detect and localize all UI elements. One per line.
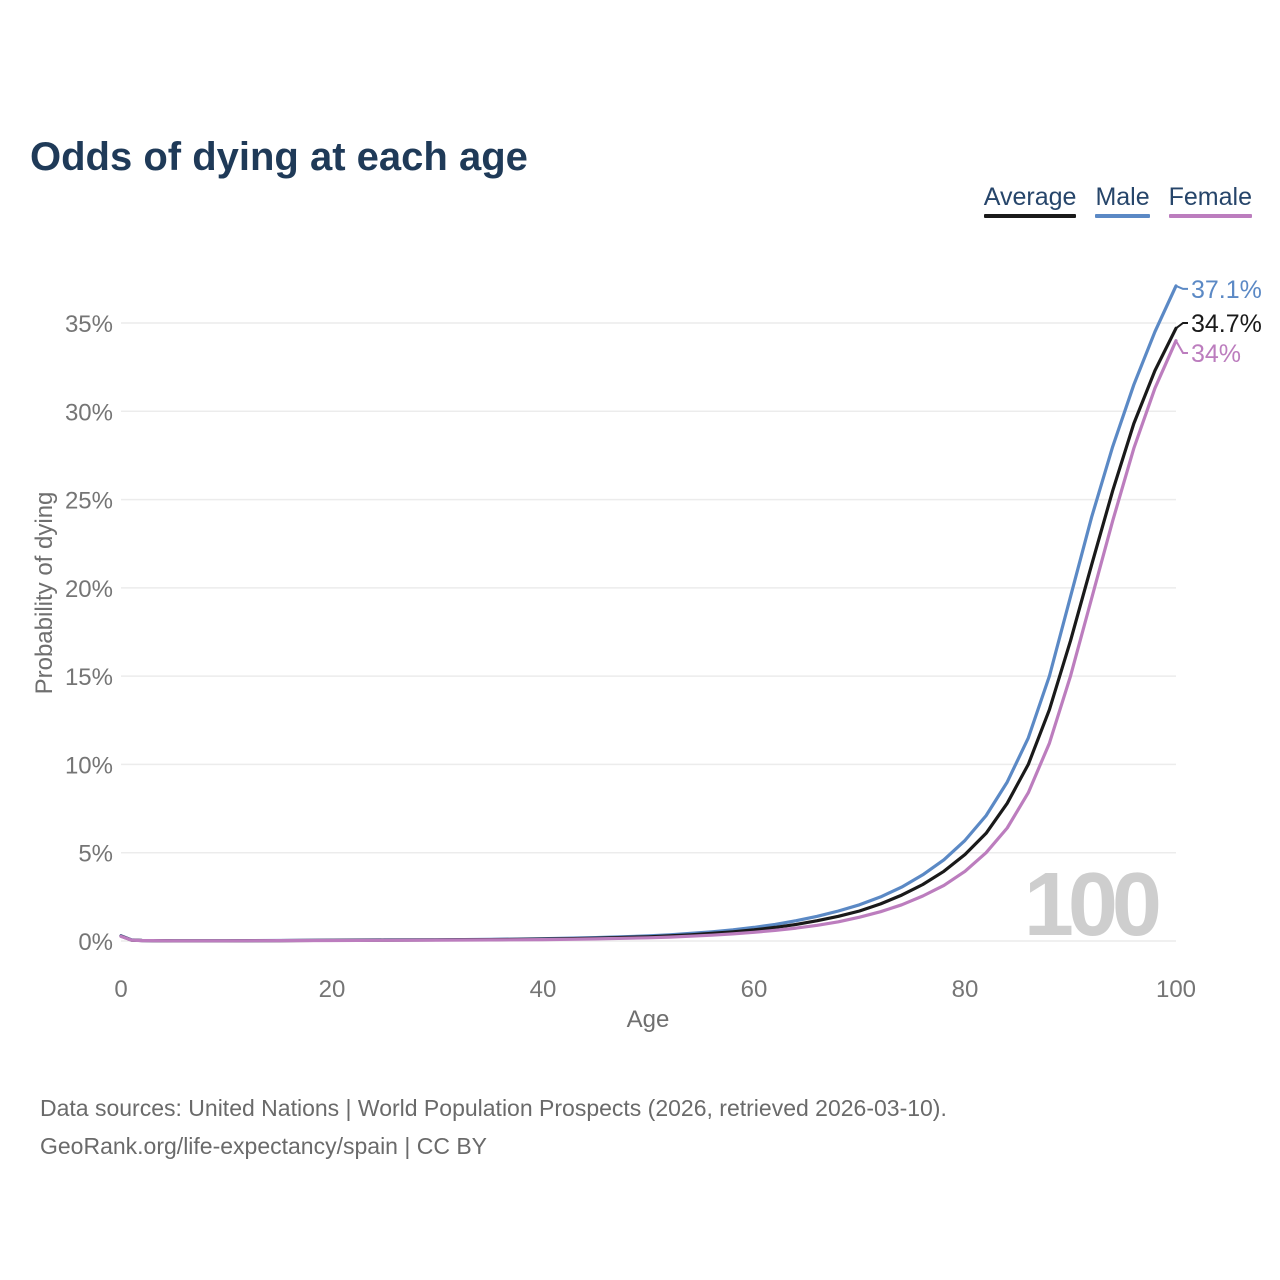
end-label-connector-male [1175, 284, 1188, 290]
x-tick-label: 0 [114, 976, 127, 1003]
y-tick-label: 30% [65, 399, 113, 426]
x-tick-label: 40 [530, 976, 557, 1003]
y-tick-label: 15% [65, 664, 113, 691]
y-tick-label: 35% [65, 311, 113, 338]
y-tick-label: 0% [78, 929, 113, 956]
series-line-male[interactable] [119, 284, 1178, 943]
legend-item-label: Male [1095, 183, 1150, 211]
end-label-connector-female [1175, 340, 1188, 354]
legend-swatch-male [1095, 214, 1150, 218]
age-watermark: 100 [1023, 855, 1162, 955]
x-tick-label: 20 [319, 976, 346, 1003]
series-end-label-male: 37.1% [1191, 276, 1262, 304]
footer: Data sources: United Nations | World Pop… [40, 1089, 947, 1165]
legend-swatch-female [1168, 214, 1252, 218]
footer-license-line: GeoRank.org/life-expectancy/spain | CC B… [40, 1133, 488, 1159]
y-tick-label: 5% [78, 841, 113, 868]
x-tick-label: 80 [952, 976, 979, 1003]
y-tick-label: 20% [65, 576, 113, 603]
legend-item-label: Female [1168, 183, 1252, 211]
x-axis-title: Age [626, 1006, 670, 1033]
legend-swatch-average [983, 214, 1077, 218]
footer-source-line: Data sources: United Nations | World Pop… [40, 1095, 947, 1121]
series-line-female[interactable] [119, 339, 1178, 943]
x-tick-label: 60 [741, 976, 768, 1003]
legend-item-male[interactable]: Male [1095, 183, 1150, 218]
end-label-connector-average [1175, 322, 1188, 330]
y-tick-label: 25% [65, 488, 113, 515]
series-end-label-female: 34% [1191, 340, 1241, 368]
series-line-average[interactable] [119, 326, 1178, 943]
legend-item-label: Average [983, 183, 1077, 211]
page-title: Odds of dying at each age [30, 134, 528, 179]
y-axis-title: Probability of dying [31, 491, 58, 695]
x-tick-label: 100 [1156, 976, 1196, 1003]
y-tick-label: 10% [65, 752, 113, 779]
series-end-label-average: 34.7% [1191, 310, 1262, 338]
legend-item-average[interactable]: Average [983, 183, 1077, 218]
legend-item-female[interactable]: Female [1168, 183, 1252, 218]
legend: Average Male Female [983, 183, 1252, 218]
